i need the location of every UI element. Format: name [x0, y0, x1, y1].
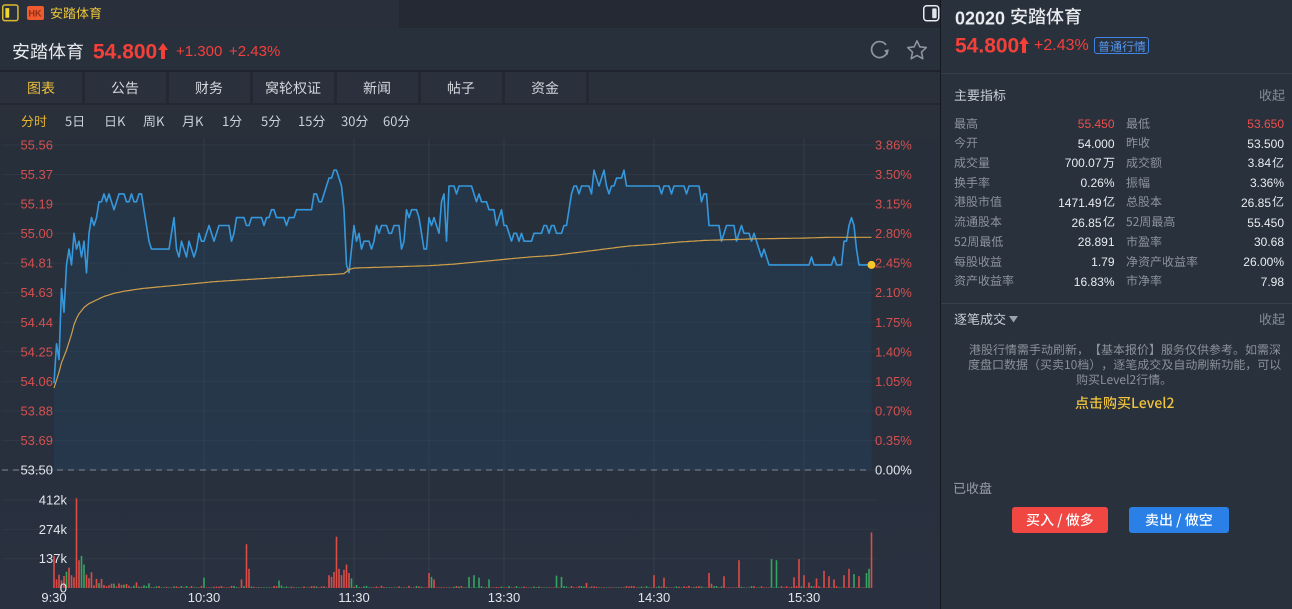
svg-text:54.81: 54.81 — [20, 256, 53, 271]
svg-text:55.56: 55.56 — [20, 138, 53, 153]
svg-text:11:30: 11:30 — [338, 590, 370, 605]
svg-text:54.06: 54.06 — [20, 374, 53, 389]
svg-text:137k: 137k — [39, 551, 68, 566]
svg-text:2.80%: 2.80% — [875, 226, 912, 241]
svg-text:55.00: 55.00 — [20, 226, 53, 241]
svg-text:55.37: 55.37 — [20, 167, 53, 182]
svg-text:14:30: 14:30 — [638, 590, 671, 605]
svg-text:54.44: 54.44 — [20, 315, 53, 330]
svg-text:412k: 412k — [39, 493, 68, 508]
svg-text:53.50: 53.50 — [20, 463, 53, 478]
svg-text:2.45%: 2.45% — [875, 256, 912, 271]
svg-text:3.50%: 3.50% — [875, 167, 912, 182]
svg-text:2.10%: 2.10% — [875, 285, 912, 300]
svg-text:0.70%: 0.70% — [875, 403, 912, 418]
svg-text:274k: 274k — [39, 522, 68, 537]
svg-text:9:30: 9:30 — [41, 590, 66, 605]
svg-text:13:30: 13:30 — [488, 590, 521, 605]
svg-text:10:30: 10:30 — [188, 590, 221, 605]
svg-text:54.63: 54.63 — [20, 285, 53, 300]
svg-text:15:30: 15:30 — [788, 590, 821, 605]
svg-text:1.75%: 1.75% — [875, 315, 912, 330]
svg-text:1.40%: 1.40% — [875, 344, 912, 359]
svg-text:3.86%: 3.86% — [875, 138, 912, 153]
svg-text:55.19: 55.19 — [20, 197, 53, 212]
svg-text:0.00%: 0.00% — [875, 463, 912, 478]
svg-text:0: 0 — [60, 581, 67, 596]
svg-text:1.05%: 1.05% — [875, 374, 912, 389]
svg-text:53.88: 53.88 — [20, 403, 53, 418]
svg-text:3.15%: 3.15% — [875, 197, 912, 212]
svg-text:53.69: 53.69 — [20, 433, 53, 448]
svg-text:54.25: 54.25 — [20, 344, 53, 359]
svg-text:0.35%: 0.35% — [875, 433, 912, 448]
